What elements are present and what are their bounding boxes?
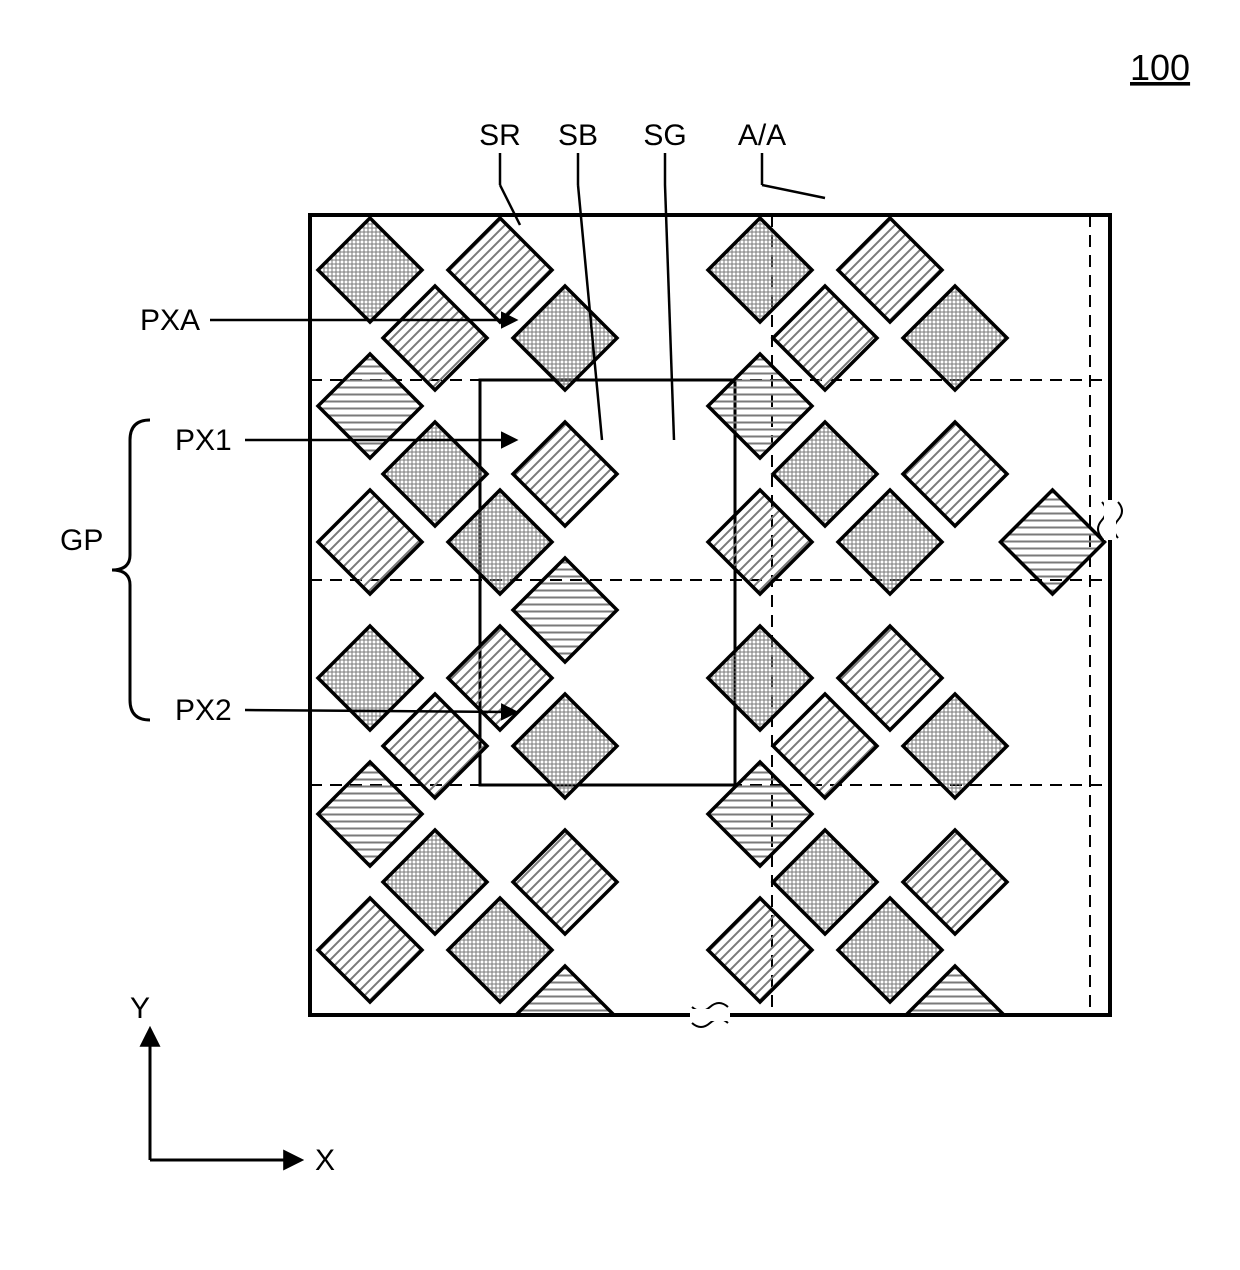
label-sb: SB	[558, 119, 598, 152]
gp-brace	[112, 420, 150, 720]
label-px2: PX2	[175, 694, 232, 727]
subpixel-diag	[903, 830, 1007, 934]
subpixel-crosshatch	[448, 490, 552, 594]
subpixel-horiz	[318, 354, 422, 458]
subpixel-crosshatch	[383, 830, 487, 934]
pixel-diagram: 100 SR SB SG A/A PXA PX1 PX2 GP X Y	[20, 20, 1240, 1250]
labels: SR SB SG A/A PXA PX1 PX2 GP X Y	[60, 119, 786, 1177]
subpixel-crosshatch	[318, 218, 422, 322]
subpixel-crosshatch	[838, 490, 942, 594]
subpixel-crosshatch	[513, 286, 617, 390]
subpixel-crosshatch	[903, 694, 1007, 798]
figure-ref-number: 100	[1130, 47, 1190, 88]
subpixel-diag	[448, 218, 552, 322]
subpixel-crosshatch	[708, 218, 812, 322]
label-px1: PX1	[175, 424, 232, 457]
subpixel-crosshatch	[773, 830, 877, 934]
subpixel-diag	[708, 490, 812, 594]
label-pxa: PXA	[140, 304, 200, 337]
subpixel-horiz	[708, 762, 812, 866]
subpixel-diag	[318, 898, 422, 1002]
subpixel-crosshatch	[708, 626, 812, 730]
subpixel-diag	[838, 626, 942, 730]
subpixel-diag	[448, 626, 552, 730]
label-gp: GP	[60, 524, 103, 557]
subpixel-horiz	[1001, 490, 1105, 594]
subpixel-diag	[838, 218, 942, 322]
subpixel-crosshatch	[773, 422, 877, 526]
subpixel-diag	[708, 898, 812, 1002]
label-sr: SR	[479, 119, 521, 152]
label-aa: A/A	[738, 119, 786, 152]
diagram-container: 100 SR SB SG A/A PXA PX1 PX2 GP X Y	[20, 20, 1240, 1250]
subpixel-crosshatch	[513, 694, 617, 798]
subpixel-horiz	[318, 762, 422, 866]
gp-region-box	[480, 380, 735, 785]
subpixel-crosshatch	[448, 898, 552, 1002]
subpixel-diag	[903, 422, 1007, 526]
subpixel-horiz	[513, 966, 617, 1070]
subpixel-crosshatch	[838, 898, 942, 1002]
subpixel-diag	[383, 694, 487, 798]
subpixel-diag	[318, 490, 422, 594]
coordinate-axes	[150, 1030, 300, 1160]
subpixel-diamonds	[318, 218, 1105, 1070]
subpixel-horiz	[903, 966, 1007, 1070]
subpixel-diag	[773, 694, 877, 798]
subpixel-crosshatch	[383, 422, 487, 526]
label-y-axis: Y	[130, 992, 150, 1025]
subpixel-diag	[383, 286, 487, 390]
label-x-axis: X	[315, 1144, 335, 1177]
subpixel-crosshatch	[318, 626, 422, 730]
subpixel-crosshatch	[903, 286, 1007, 390]
subpixel-diag	[513, 830, 617, 934]
subpixel-diag	[773, 286, 877, 390]
label-sg: SG	[643, 119, 686, 152]
subpixel-horiz	[708, 354, 812, 458]
subpixel-horiz	[513, 558, 617, 662]
